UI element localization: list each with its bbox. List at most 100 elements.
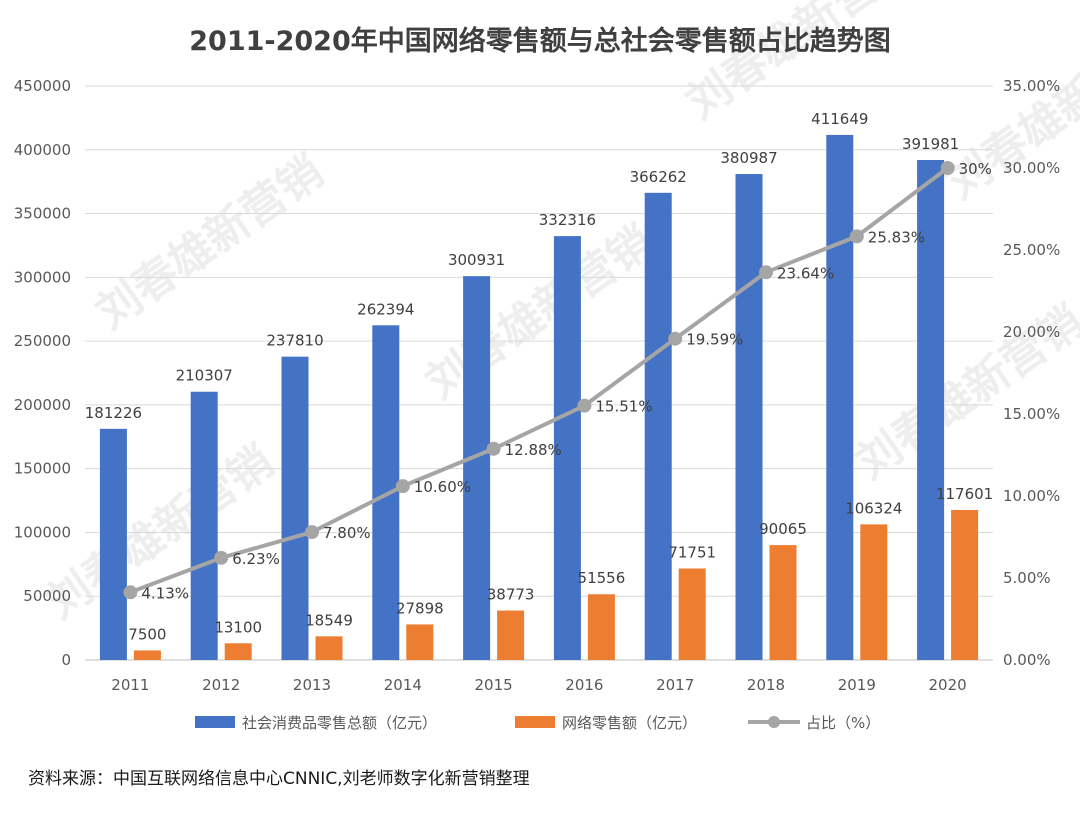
share-point bbox=[214, 550, 229, 565]
share-point bbox=[759, 265, 773, 280]
share-point-label: 19.59% bbox=[686, 331, 743, 349]
bar-online-retail-label: 7500 bbox=[128, 625, 166, 643]
bar-total-retail bbox=[553, 236, 581, 660]
bar-total-retail-label: 237810 bbox=[266, 332, 323, 350]
legend-label-total: 社会消费品零售总额（亿元） bbox=[242, 714, 437, 732]
y-right-tick-label: 30.00% bbox=[1003, 159, 1060, 177]
bar-online-retail-label: 51556 bbox=[578, 569, 626, 587]
legend-swatch-online bbox=[515, 716, 555, 728]
share-point bbox=[486, 441, 501, 456]
bar-online-retail bbox=[951, 509, 979, 660]
x-axis: 2011 2012 2013 2014 2015 2016 2017 2018 2019 2020 bbox=[111, 676, 966, 694]
legend-label-share: 占比（%） bbox=[806, 714, 880, 732]
x-tick-label: 2019 bbox=[838, 676, 876, 694]
x-tick-label: 2017 bbox=[656, 676, 694, 694]
bar-total-retail-label: 262394 bbox=[357, 300, 414, 318]
y-axis-left: 0 50000 100000 150000 200000 250000 300000 3500… bbox=[14, 77, 71, 669]
bar-online-retail bbox=[406, 624, 434, 660]
y-right-tick-label: 15.00% bbox=[1003, 405, 1060, 423]
y-right-tick-label: 25.00% bbox=[1003, 241, 1060, 259]
bar-online-retail-label: 106324 bbox=[845, 499, 902, 517]
bar-total-retail-label: 411649 bbox=[811, 110, 868, 128]
bar-total-retail bbox=[826, 134, 854, 661]
bar-online-retail-label: 27898 bbox=[396, 599, 444, 617]
share-point-label: 4.13% bbox=[141, 584, 189, 602]
y-left-tick-label: 100000 bbox=[14, 523, 71, 541]
y-left-tick-label: 50000 bbox=[23, 587, 71, 605]
bar-total-retail bbox=[463, 276, 491, 660]
bar-online-retail bbox=[315, 636, 343, 660]
share-point-label: 15.51% bbox=[595, 398, 652, 416]
bar-online-retail bbox=[587, 594, 615, 660]
legend-swatch-share-dot bbox=[768, 716, 780, 728]
legend-label-online: 网络零售额（亿元） bbox=[562, 714, 697, 732]
bar-total-retail-label: 380987 bbox=[720, 149, 777, 167]
y-left-tick-label: 400000 bbox=[14, 141, 71, 159]
y-left-tick-label: 300000 bbox=[14, 268, 71, 286]
y-left-tick-label: 150000 bbox=[14, 460, 71, 478]
bar-online-retail-label: 13100 bbox=[214, 618, 262, 636]
y-right-tick-label: 20.00% bbox=[1003, 323, 1060, 341]
x-tick-label: 2015 bbox=[475, 676, 513, 694]
share-point bbox=[395, 479, 410, 494]
legend: 社会消费品零售总额（亿元） 网络零售额（亿元） 占比（%） bbox=[195, 714, 880, 732]
y-axis-right: 0.00% 5.00% 10.00% 15.00% 20.00% 25.00% 30.00%… bbox=[1003, 77, 1060, 669]
bar-series: 181226 7500 210307 13100 237810 18549 262394 27… bbox=[85, 110, 993, 661]
share-point bbox=[577, 398, 592, 413]
y-left-tick-label: 200000 bbox=[14, 396, 71, 414]
bar-online-retail-label: 18549 bbox=[305, 611, 353, 629]
bar-total-retail-label: 210307 bbox=[176, 367, 233, 385]
y-left-tick-label: 250000 bbox=[14, 332, 71, 350]
bar-total-retail bbox=[644, 192, 672, 660]
bar-online-retail-label: 38773 bbox=[487, 586, 535, 604]
share-point-label: 25.83% bbox=[868, 228, 925, 246]
y-left-tick-label: 350000 bbox=[14, 205, 71, 223]
share-point bbox=[940, 161, 955, 175]
watermark-text: 刘春雄新营销 bbox=[937, 16, 1080, 209]
bar-online-retail bbox=[133, 650, 161, 660]
share-line bbox=[129, 166, 949, 595]
line-series: 4.13% 6.23% 7.80% 10.60% 12.88% 15.51% 19.59% 2… bbox=[123, 160, 992, 602]
bar-total-retail bbox=[917, 160, 945, 660]
share-point-label: 7.80% bbox=[323, 524, 371, 542]
share-point bbox=[123, 585, 138, 600]
bar-total-retail bbox=[99, 428, 127, 660]
bar-online-retail-label: 117601 bbox=[936, 485, 993, 503]
bar-online-retail bbox=[497, 610, 525, 660]
bar-total-retail-label: 300931 bbox=[448, 251, 505, 269]
watermark-text: 刘春雄新营销 bbox=[87, 146, 333, 339]
x-tick-label: 2020 bbox=[929, 676, 967, 694]
x-tick-label: 2012 bbox=[202, 676, 240, 694]
bar-online-retail-label: 90065 bbox=[759, 520, 807, 538]
source-note: 资料来源：中国互联网络信息中心CNNIC,刘老师数字化新营销整理 bbox=[28, 769, 530, 789]
x-tick-label: 2014 bbox=[384, 676, 422, 694]
x-tick-label: 2018 bbox=[747, 676, 785, 694]
x-tick-label: 2013 bbox=[293, 676, 331, 694]
share-point-label: 6.23% bbox=[232, 550, 280, 568]
bar-online-retail bbox=[678, 568, 706, 660]
share-point bbox=[305, 525, 319, 540]
bar-online-retail bbox=[860, 524, 888, 660]
bar-total-retail-label: 332316 bbox=[539, 211, 596, 229]
share-point bbox=[849, 229, 864, 244]
share-point bbox=[668, 331, 683, 346]
x-tick-label: 2011 bbox=[111, 676, 149, 694]
bar-total-retail bbox=[735, 174, 763, 661]
y-left-tick-label: 0 bbox=[61, 651, 71, 669]
chart-title: 2011-2020年中国网络零售额与总社会零售额占比趋势图 bbox=[189, 25, 891, 57]
bar-total-retail bbox=[281, 356, 309, 660]
y-left-tick-label: 450000 bbox=[14, 77, 71, 95]
bar-online-retail bbox=[224, 643, 252, 660]
legend-swatch-total bbox=[195, 716, 235, 728]
y-right-tick-label: 5.00% bbox=[1003, 569, 1051, 587]
bar-online-retail bbox=[769, 545, 797, 660]
share-point-label: 30% bbox=[959, 160, 992, 178]
y-right-tick-label: 0.00% bbox=[1003, 651, 1051, 669]
y-right-tick-label: 35.00% bbox=[1003, 77, 1060, 95]
watermark-text: 刘春雄新营销 bbox=[417, 216, 663, 409]
bar-total-retail-label: 366262 bbox=[630, 168, 687, 186]
y-right-tick-label: 10.00% bbox=[1003, 487, 1060, 505]
share-point-label: 10.60% bbox=[414, 478, 471, 496]
bar-total-retail bbox=[190, 391, 218, 660]
